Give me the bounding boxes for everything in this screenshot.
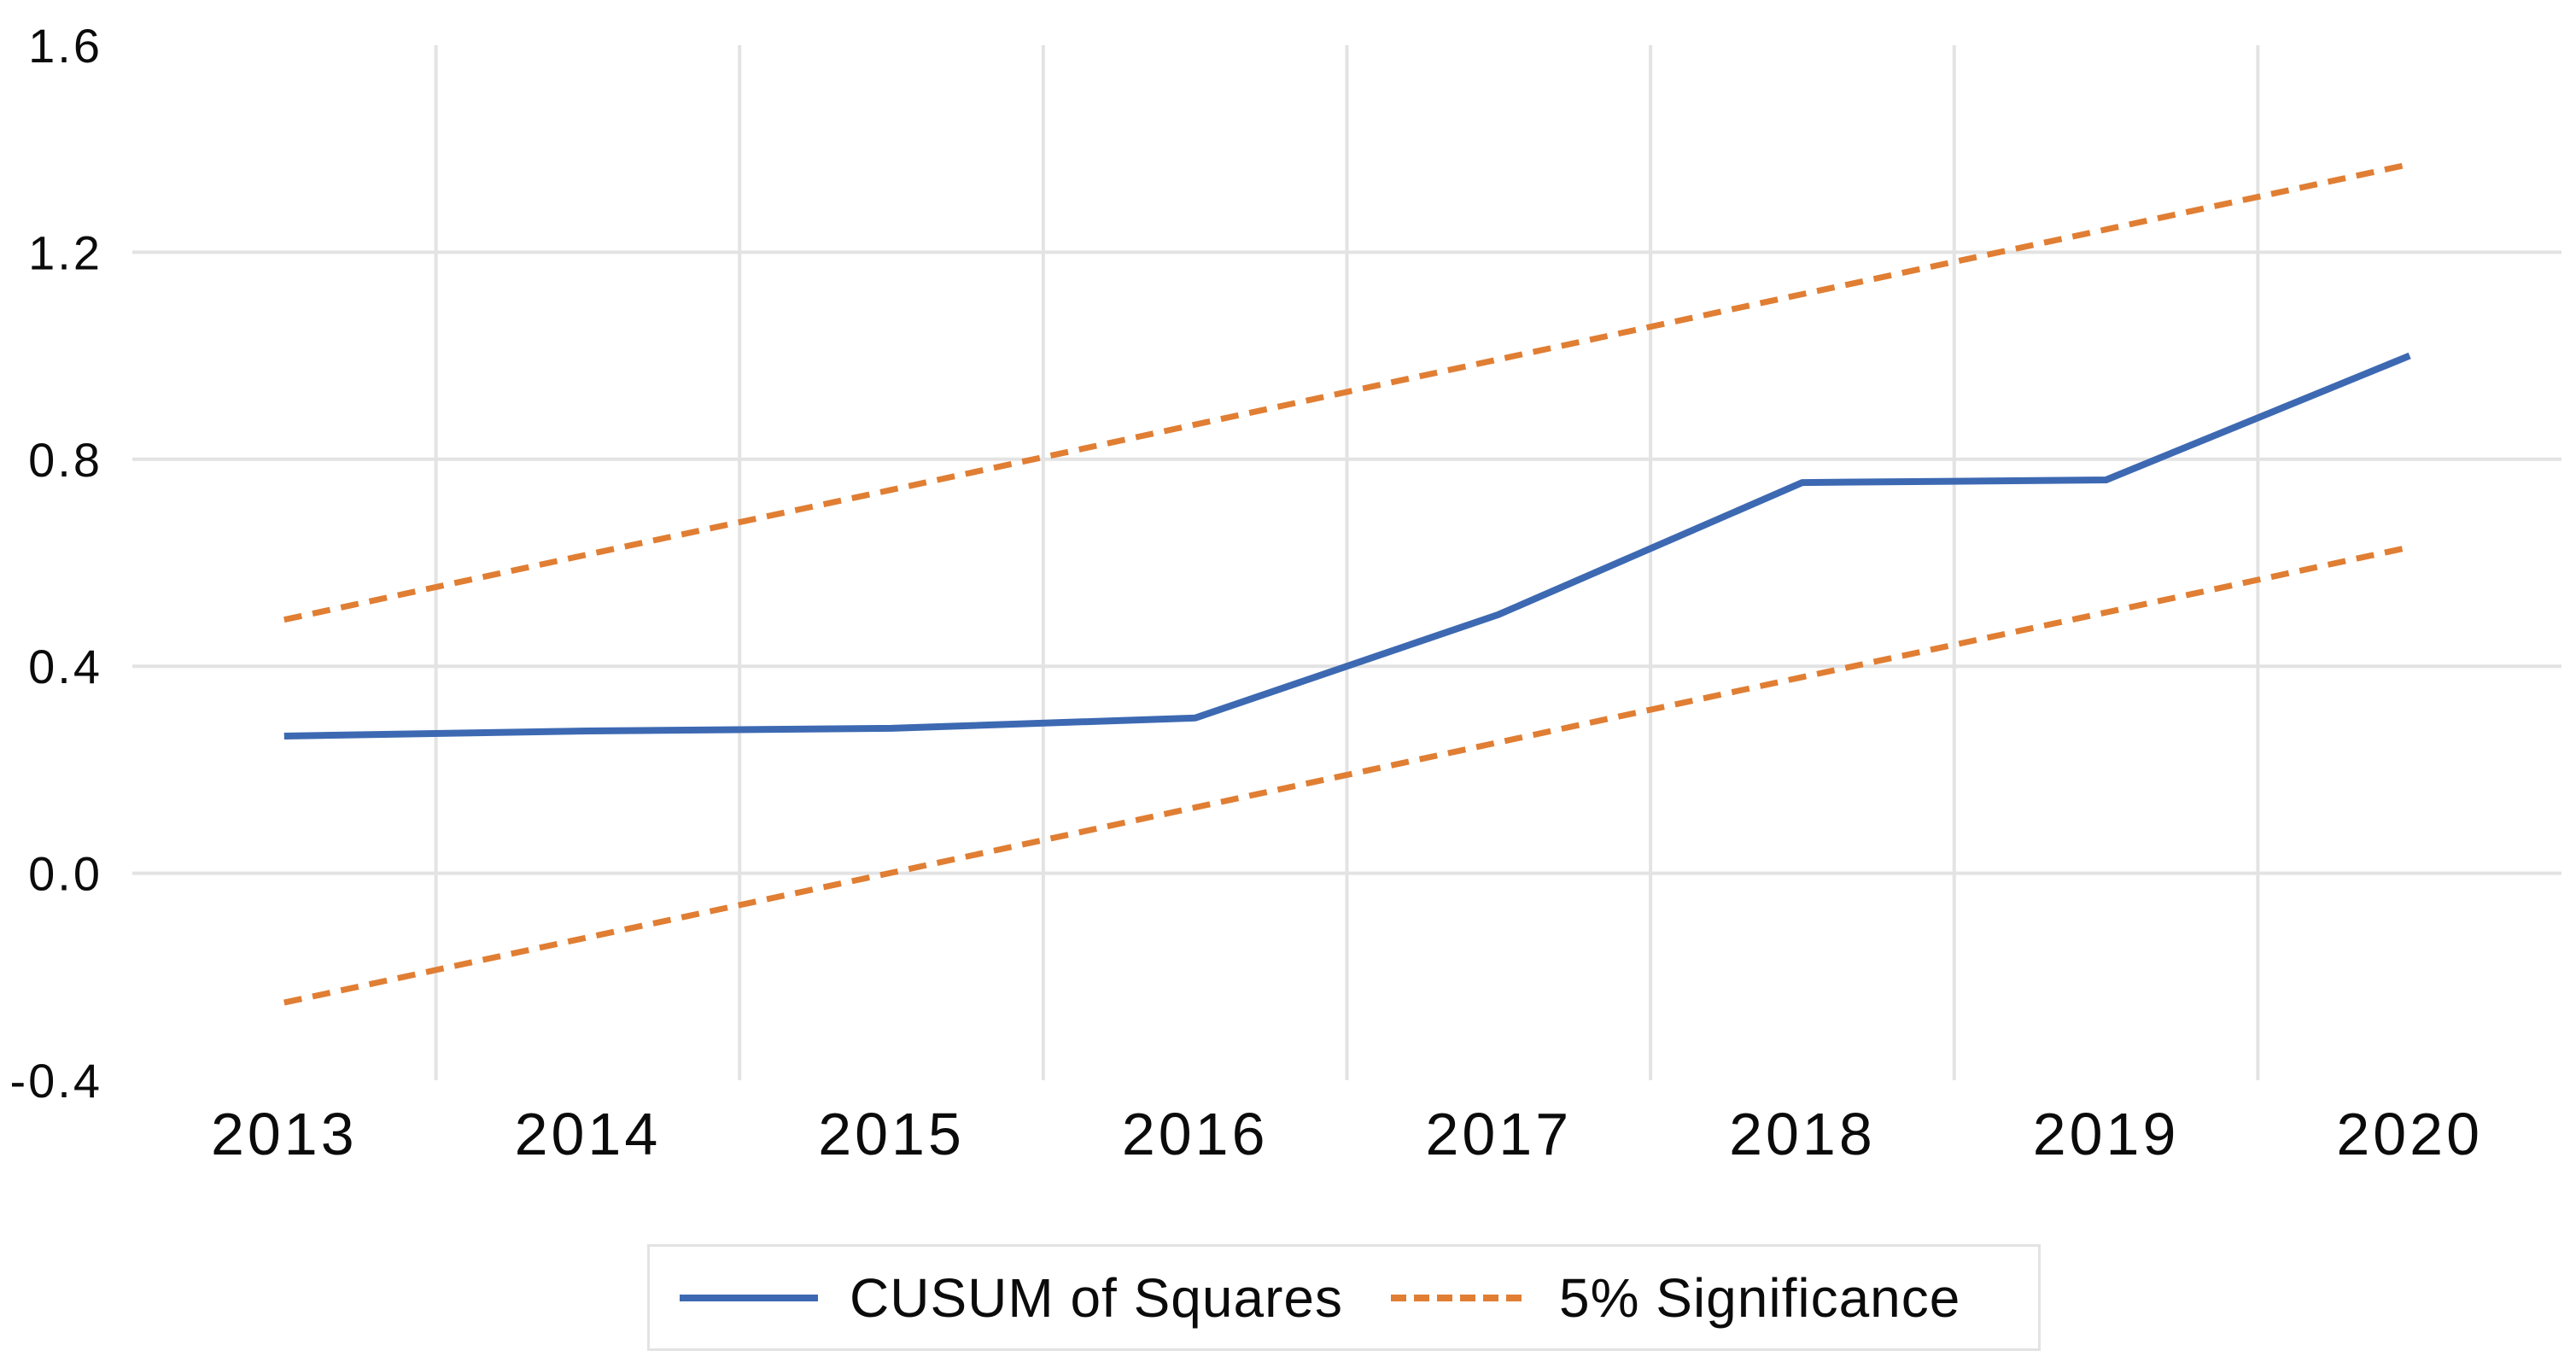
y-tick-label: 0.8 [28, 433, 102, 487]
y-tick-label: 0.4 [28, 640, 102, 693]
x-tick-label: 2016 [1122, 1101, 1269, 1167]
legend-label-significance: 5% Significance [1558, 1266, 1961, 1329]
y-axis-tick-labels: 1.6 1.2 0.8 0.4 0.0 -0.4 [10, 19, 103, 1108]
significance-lower-line [283, 544, 2410, 1006]
y-tick-label: -0.4 [10, 1054, 103, 1108]
legend: CUSUM of Squares 5% Significance [647, 1244, 2041, 1351]
x-axis-tick-labels: 2013 2014 2015 2016 2017 2018 2019 2020 [211, 1101, 2483, 1167]
cusum-line-swatch-icon [680, 1294, 818, 1301]
y-tick-label: 1.6 [28, 19, 102, 73]
x-tick-label: 2017 [1425, 1101, 1572, 1167]
legend-label-cusum: CUSUM of Squares [850, 1266, 1343, 1329]
x-tick-label: 2019 [2033, 1101, 2180, 1167]
x-tick-label: 2020 [2336, 1101, 2483, 1167]
x-tick-label: 2014 [515, 1101, 662, 1167]
x-tick-label: 2018 [1729, 1101, 1876, 1167]
x-tick-label: 2013 [211, 1101, 358, 1167]
series-lines [283, 161, 2411, 1006]
cusum-of-squares-line [283, 352, 2411, 740]
y-tick-label: 1.2 [28, 225, 102, 279]
y-tick-label: 0.0 [28, 847, 102, 901]
significance-line-swatch-icon [1390, 1294, 1527, 1301]
gridlines [132, 45, 2561, 1080]
legend-item-significance: 5% Significance [1390, 1266, 1961, 1330]
x-tick-label: 2015 [818, 1101, 965, 1167]
legend-item-cusum: CUSUM of Squares [680, 1266, 1343, 1330]
significance-upper-line [283, 161, 2410, 623]
